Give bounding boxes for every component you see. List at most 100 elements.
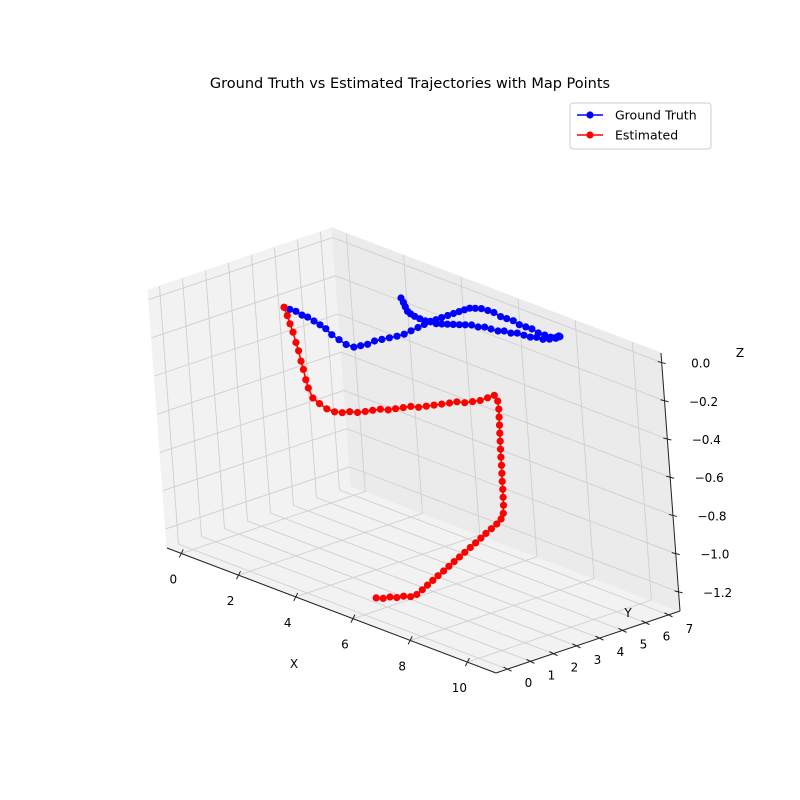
x-tick-label: 0 bbox=[169, 572, 177, 586]
data-point-estimated bbox=[415, 403, 423, 411]
data-point-ground-truth bbox=[522, 323, 530, 331]
data-point-estimated bbox=[496, 445, 505, 453]
data-point-estimated bbox=[304, 384, 312, 392]
data-point-ground-truth bbox=[466, 304, 474, 312]
data-point-ground-truth bbox=[407, 327, 415, 335]
grid-line-y bbox=[274, 247, 294, 506]
grid-line-z bbox=[165, 466, 350, 530]
data-point-estimated bbox=[482, 529, 490, 538]
data-point-estimated bbox=[392, 405, 400, 413]
data-point-ground-truth bbox=[286, 305, 294, 313]
grid-line-z bbox=[343, 390, 674, 516]
x-tick-label: 2 bbox=[227, 594, 235, 608]
data-point-estimated bbox=[494, 397, 502, 405]
grid-line-x bbox=[460, 276, 481, 535]
data-point-ground-truth bbox=[322, 325, 330, 333]
data-point-estimated bbox=[289, 328, 297, 336]
z-tick-mark bbox=[657, 361, 666, 365]
grid-line-z bbox=[332, 237, 662, 363]
data-point-ground-truth bbox=[393, 332, 401, 340]
data-point-ground-truth bbox=[350, 343, 358, 351]
data-point-estimated bbox=[468, 398, 477, 406]
grid-line-y bbox=[247, 520, 577, 647]
x-tick-mark bbox=[464, 657, 470, 667]
data-point-ground-truth bbox=[515, 321, 523, 329]
x-tick-label: 6 bbox=[341, 638, 349, 652]
grid-line-x bbox=[631, 342, 652, 601]
axes-panes bbox=[147, 227, 682, 674]
data-point-ground-truth bbox=[444, 311, 452, 320]
grid-line-y bbox=[316, 497, 646, 624]
grid-line-x bbox=[574, 320, 595, 579]
data-point-ground-truth bbox=[513, 329, 521, 337]
data-point-estimated bbox=[498, 469, 506, 477]
data-point-ground-truth bbox=[500, 327, 508, 335]
grid-lines bbox=[148, 231, 679, 670]
data-point-estimated bbox=[353, 408, 362, 417]
data-point-ground-truth bbox=[455, 321, 463, 329]
grid-line-z bbox=[338, 313, 668, 440]
data-point-estimated bbox=[423, 581, 432, 589]
data-point-estimated bbox=[499, 501, 508, 509]
data-point-ground-truth bbox=[449, 309, 458, 318]
data-point-estimated bbox=[499, 493, 507, 501]
z-axis-label: Z bbox=[736, 346, 744, 360]
x-tick-mark bbox=[178, 549, 184, 558]
grid-line-x bbox=[352, 556, 538, 620]
data-point-estimated bbox=[495, 413, 503, 421]
grid-line-x bbox=[345, 233, 366, 492]
legend-marker-ground-truth bbox=[586, 111, 594, 119]
grid-line-y bbox=[224, 528, 554, 655]
data-point-estimated bbox=[434, 572, 442, 580]
data-point-estimated bbox=[297, 357, 305, 365]
data-point-estimated bbox=[461, 548, 469, 556]
grid-line-z bbox=[151, 275, 336, 339]
z-tick-label: −0.6 bbox=[695, 471, 724, 485]
data-point-ground-truth bbox=[432, 320, 440, 328]
data-point-ground-truth bbox=[443, 320, 451, 328]
data-point-estimated bbox=[386, 593, 394, 601]
z-tick-mark bbox=[660, 399, 669, 403]
z-tick-mark bbox=[671, 552, 680, 556]
data-point-estimated bbox=[497, 453, 505, 461]
data-point-ground-truth bbox=[316, 321, 324, 329]
data-point-estimated bbox=[484, 394, 492, 402]
grid-line-y bbox=[205, 270, 225, 529]
grid-line-y bbox=[251, 255, 271, 514]
data-point-ground-truth bbox=[414, 323, 422, 332]
data-point-ground-truth bbox=[545, 335, 554, 343]
data-point-ground-truth bbox=[507, 329, 515, 337]
data-point-estimated bbox=[280, 303, 288, 311]
y-tick-mark bbox=[664, 612, 673, 618]
data-point-estimated bbox=[429, 576, 437, 585]
data-point-ground-truth bbox=[438, 320, 446, 328]
data-point-ground-truth bbox=[468, 321, 476, 329]
z-tick-label: −0.2 bbox=[689, 395, 718, 409]
z-tick-mark bbox=[666, 475, 675, 479]
data-point-estimated bbox=[445, 562, 453, 570]
data-point-estimated bbox=[372, 594, 380, 602]
data-point-ground-truth bbox=[471, 304, 479, 312]
y-tick-label: 6 bbox=[663, 630, 671, 644]
data-point-estimated bbox=[453, 398, 461, 406]
grid-line-y bbox=[339, 489, 669, 616]
data-point-ground-truth bbox=[481, 323, 489, 331]
data-point-ground-truth bbox=[509, 317, 517, 325]
data-point-estimated bbox=[309, 394, 317, 402]
z-tick-label: −1.0 bbox=[700, 548, 729, 562]
data-point-ground-truth bbox=[484, 306, 492, 315]
data-point-estimated bbox=[490, 391, 498, 399]
y-tick-mark bbox=[503, 666, 512, 672]
y-tick-label: 2 bbox=[571, 661, 579, 675]
data-point-estimated bbox=[450, 558, 458, 566]
y-tick-mark bbox=[549, 651, 558, 657]
x-axis-line bbox=[166, 547, 497, 674]
grid-line-y bbox=[201, 535, 531, 662]
data-point-estimated bbox=[369, 406, 377, 414]
grid-line-x bbox=[410, 577, 595, 641]
data-point-estimated bbox=[461, 399, 469, 407]
data-point-estimated bbox=[455, 553, 464, 561]
data-point-estimated bbox=[379, 594, 387, 603]
tick-labels: 0 2 4 6 8 10 0 1 2 3 4 5 6 7 0.0 −0.2 −0.4 −0.6 −0.8 −1.0 −1… bbox=[169, 357, 732, 696]
grid-line-z bbox=[154, 313, 339, 377]
